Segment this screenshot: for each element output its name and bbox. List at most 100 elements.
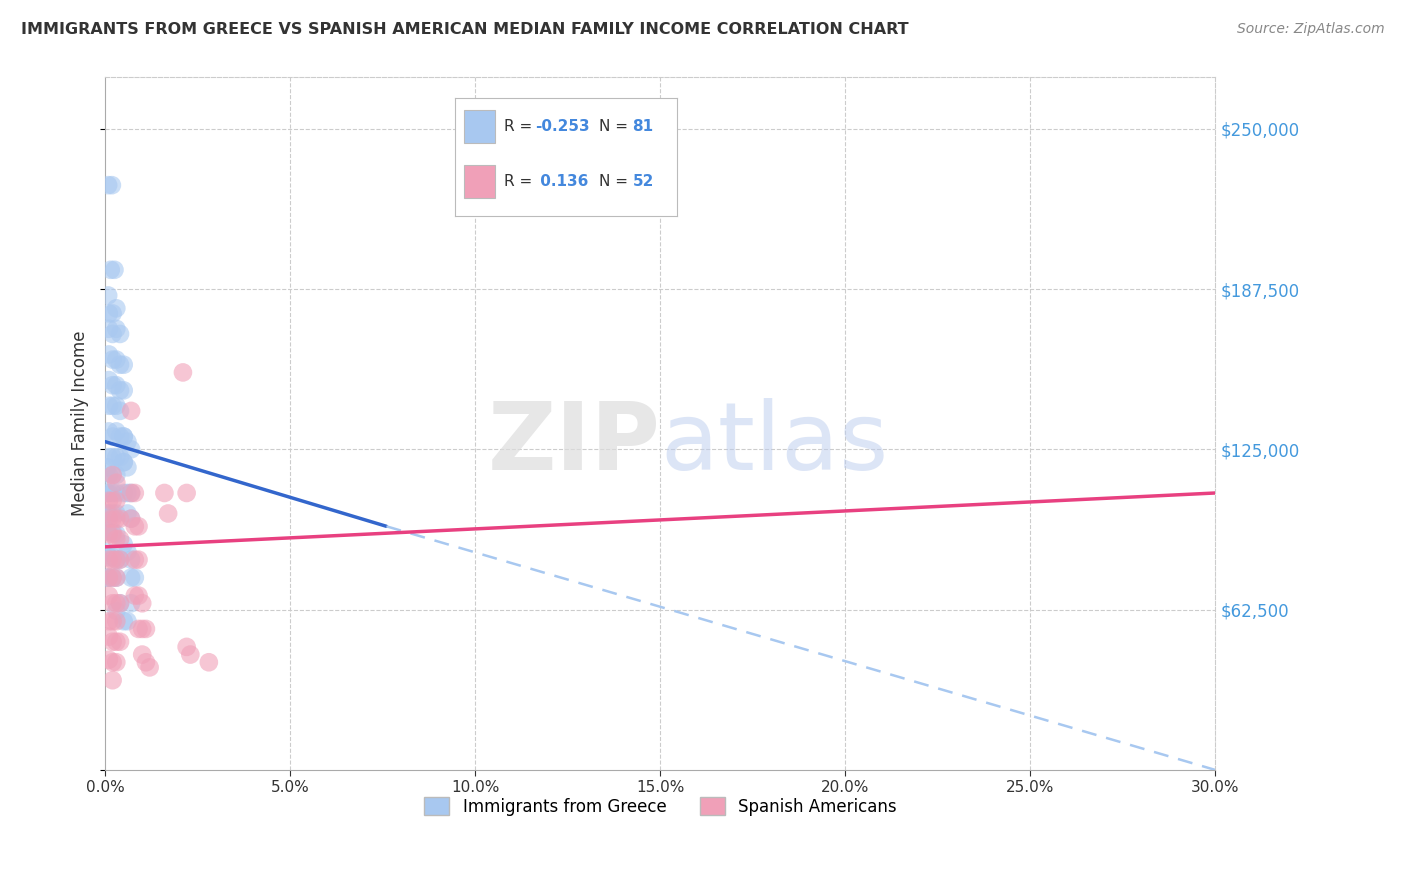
Point bbox=[101, 527, 124, 541]
Point bbox=[128, 622, 150, 636]
Point bbox=[101, 399, 124, 413]
Point bbox=[97, 614, 120, 628]
Point bbox=[101, 429, 124, 443]
Point bbox=[105, 450, 128, 464]
Text: atlas: atlas bbox=[661, 399, 889, 491]
Point bbox=[97, 571, 120, 585]
Point bbox=[101, 507, 124, 521]
Text: IMMIGRANTS FROM GREECE VS SPANISH AMERICAN MEDIAN FAMILY INCOME CORRELATION CHAR: IMMIGRANTS FROM GREECE VS SPANISH AMERIC… bbox=[21, 22, 908, 37]
Point bbox=[105, 614, 128, 628]
Point bbox=[101, 550, 124, 565]
Point bbox=[176, 640, 198, 654]
Point bbox=[112, 455, 135, 469]
Point bbox=[108, 552, 131, 566]
Point bbox=[97, 347, 120, 361]
Point bbox=[117, 507, 139, 521]
Point bbox=[117, 434, 139, 449]
Point bbox=[153, 486, 176, 500]
Point bbox=[97, 373, 120, 387]
Point bbox=[120, 442, 142, 457]
Point bbox=[105, 486, 128, 500]
Point bbox=[101, 178, 124, 193]
Point bbox=[101, 306, 124, 320]
Point bbox=[120, 511, 142, 525]
Point bbox=[105, 552, 128, 566]
Point bbox=[108, 596, 131, 610]
Point bbox=[105, 425, 128, 439]
Y-axis label: Median Family Income: Median Family Income bbox=[72, 331, 89, 516]
Point bbox=[105, 511, 128, 525]
Point bbox=[108, 552, 131, 566]
Point bbox=[97, 486, 120, 500]
Point bbox=[105, 301, 128, 316]
Point bbox=[131, 596, 153, 610]
Point bbox=[101, 486, 124, 500]
Point bbox=[135, 622, 157, 636]
Point bbox=[128, 589, 150, 603]
Point bbox=[105, 378, 128, 392]
Point bbox=[117, 460, 139, 475]
Point bbox=[97, 306, 120, 320]
Point bbox=[97, 507, 120, 521]
Text: ZIP: ZIP bbox=[488, 399, 661, 491]
Point bbox=[97, 571, 120, 585]
Point bbox=[96, 507, 118, 521]
Point bbox=[97, 399, 120, 413]
Point bbox=[101, 493, 124, 508]
Point bbox=[128, 552, 150, 566]
Point bbox=[112, 429, 135, 443]
Point bbox=[105, 596, 128, 610]
Point bbox=[124, 589, 146, 603]
Point bbox=[97, 653, 120, 667]
Point bbox=[97, 288, 120, 302]
Point bbox=[124, 571, 146, 585]
Point bbox=[117, 614, 139, 628]
Point bbox=[101, 673, 124, 688]
Point bbox=[105, 604, 128, 618]
Point bbox=[96, 460, 118, 475]
Point bbox=[105, 507, 128, 521]
Point bbox=[157, 507, 180, 521]
Point bbox=[103, 262, 125, 277]
Point bbox=[120, 596, 142, 610]
Point bbox=[124, 519, 146, 533]
Point bbox=[120, 404, 142, 418]
Point bbox=[108, 429, 131, 443]
Point bbox=[101, 326, 124, 341]
Point bbox=[101, 596, 124, 610]
Point bbox=[97, 425, 120, 439]
Point bbox=[120, 511, 142, 525]
Point bbox=[124, 552, 146, 566]
Point bbox=[172, 366, 194, 380]
Point bbox=[96, 571, 118, 585]
Point bbox=[108, 532, 131, 546]
Point bbox=[97, 450, 120, 464]
Point bbox=[112, 537, 135, 551]
Point bbox=[105, 552, 128, 566]
Point bbox=[112, 455, 135, 469]
Point bbox=[105, 655, 128, 669]
Point bbox=[108, 634, 131, 648]
Point bbox=[108, 450, 131, 464]
Point bbox=[105, 493, 128, 508]
Point bbox=[97, 527, 120, 541]
Point bbox=[105, 352, 128, 367]
Point bbox=[105, 571, 128, 585]
Point bbox=[101, 614, 124, 628]
Point bbox=[135, 655, 157, 669]
Point bbox=[101, 571, 124, 585]
Point bbox=[101, 450, 124, 464]
Point bbox=[105, 527, 128, 541]
Point bbox=[105, 468, 128, 483]
Point bbox=[108, 404, 131, 418]
Point bbox=[101, 468, 124, 483]
Point bbox=[108, 384, 131, 398]
Point bbox=[97, 589, 120, 603]
Point bbox=[101, 655, 124, 669]
Point bbox=[176, 486, 198, 500]
Point bbox=[96, 486, 118, 500]
Point bbox=[101, 571, 124, 585]
Point bbox=[105, 322, 128, 336]
Point bbox=[108, 326, 131, 341]
Point bbox=[97, 630, 120, 644]
